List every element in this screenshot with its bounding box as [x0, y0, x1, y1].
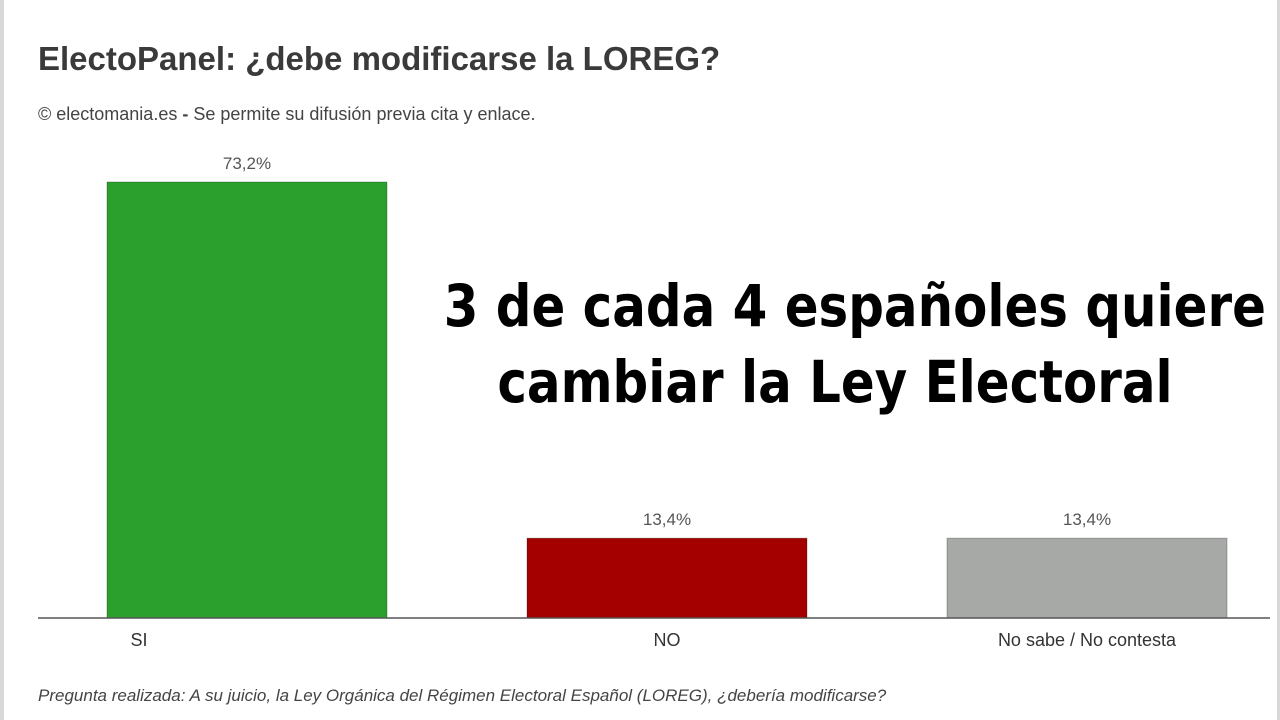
category-label-2: No sabe / No contesta [998, 630, 1177, 650]
category-label-1: NO [654, 630, 681, 650]
category-label-0: SI [130, 630, 147, 650]
data-label-1: 13,4% [643, 510, 691, 529]
chart-title: ElectoPanel: ¿debe modificarse la LOREG? [38, 40, 721, 77]
frame-right-edge [1277, 0, 1280, 720]
headline-overlay: 3 de cada 4 españoles quiere cambiar la … [443, 268, 1266, 420]
bar-2 [946, 537, 1228, 619]
survey-question: Pregunta realizada: A su juicio, la Ley … [38, 686, 887, 705]
frame-left-edge [0, 0, 4, 720]
source-separator: - [177, 104, 194, 124]
source-note: Se permite su difusión previa cita y enl… [193, 104, 536, 124]
bar-0 [106, 181, 388, 619]
bar-1 [526, 537, 808, 619]
data-label-0: 73,2% [223, 154, 271, 173]
source-site: © electomania.es [38, 104, 178, 124]
headline-line-2: cambiar la Ley Electoral [497, 348, 1173, 416]
headline-line-1: 3 de cada 4 españoles quiere [443, 272, 1266, 340]
data-label-2: 13,4% [1063, 510, 1111, 529]
chart-subtitle: © electomania.es - Se permite su difusió… [38, 104, 536, 125]
